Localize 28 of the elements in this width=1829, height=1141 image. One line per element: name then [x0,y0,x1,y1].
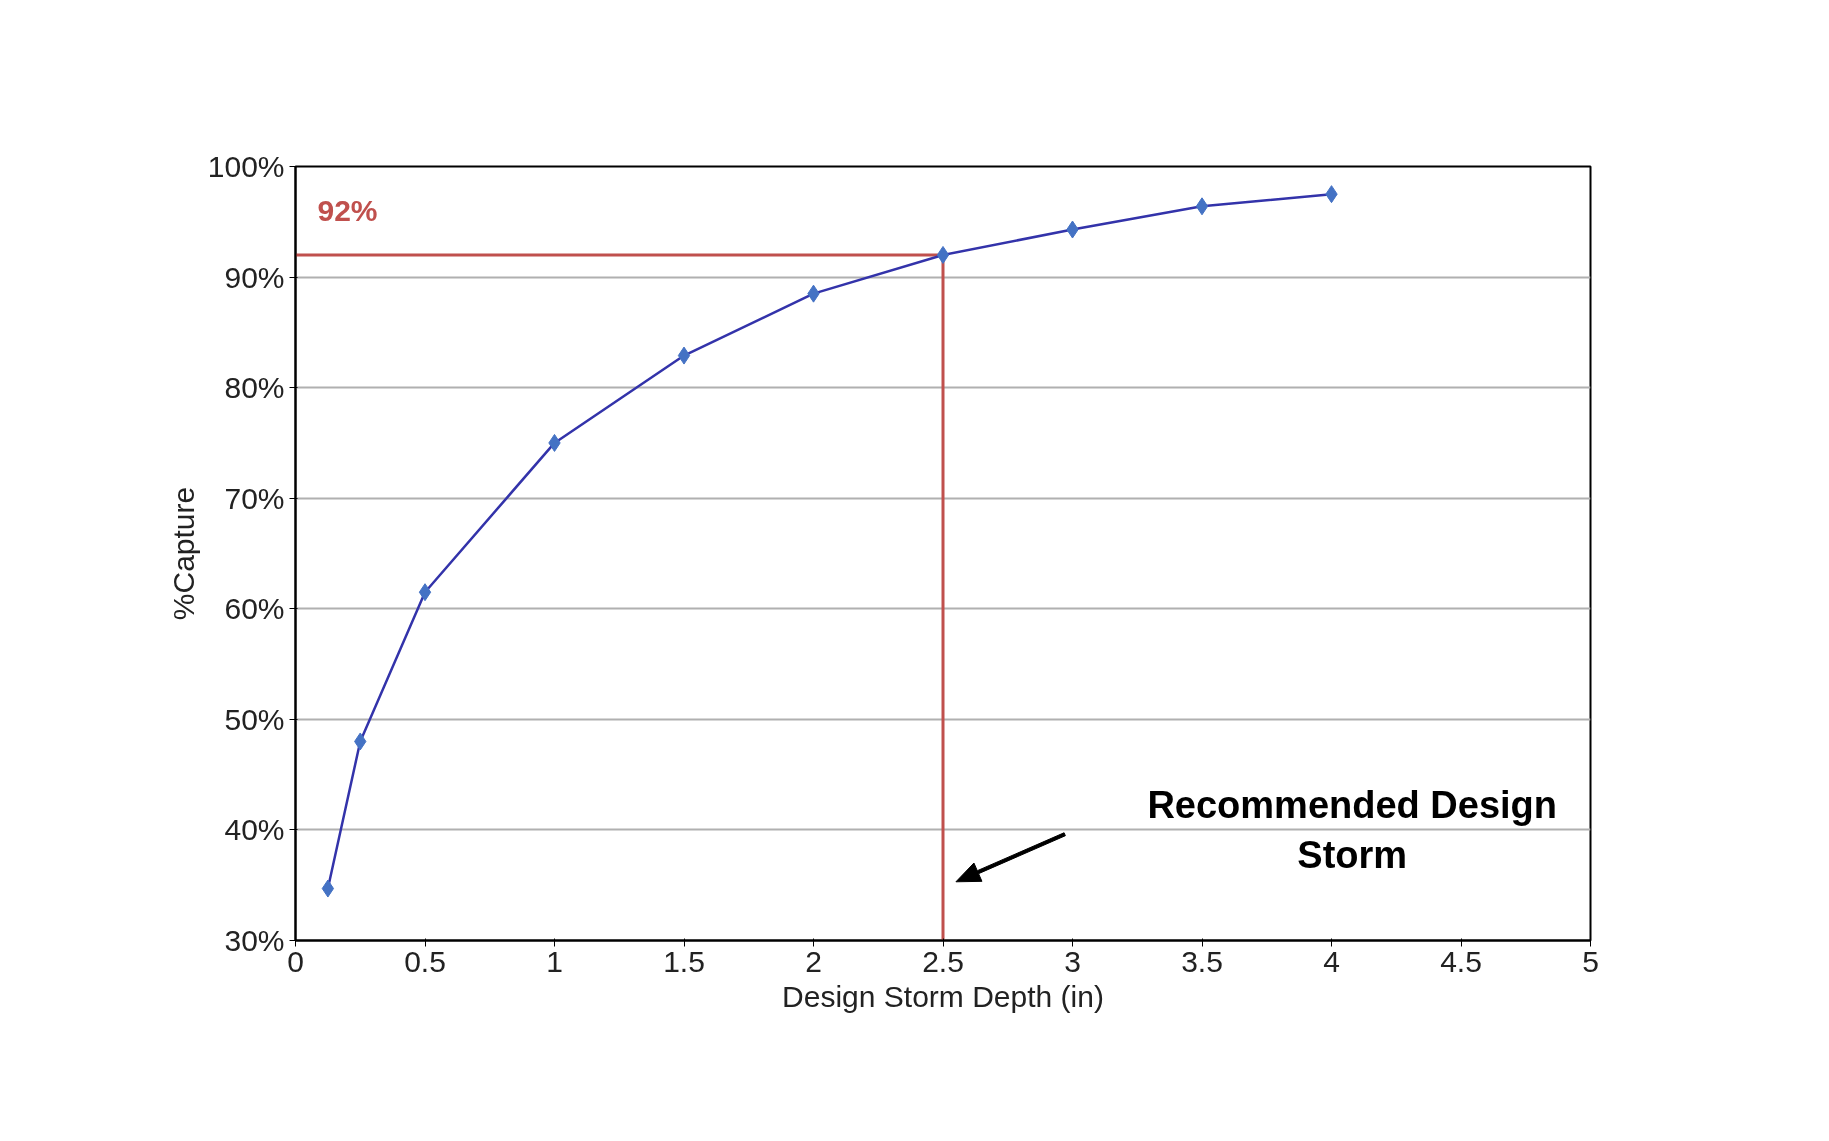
x-tick-label: 4.5 [1440,944,1482,978]
x-axis-title: Design Storm Depth (in) [782,979,1104,1013]
x-tick-label: 0.5 [404,944,446,978]
ref-line-label: 92% [317,193,378,227]
x-tick-label: 3 [1064,944,1081,978]
y-tick-label: 40% [224,813,285,847]
point [321,879,335,898]
x-tick-label: 1.5 [663,944,705,978]
y-tick-label: 70% [224,481,285,515]
y-tick-label: 30% [224,924,285,957]
x-tick-label: 0 [287,944,304,978]
x-tick-label: 4 [1323,944,1340,978]
x-tick-label: 2.5 [922,944,964,978]
point [936,245,950,264]
y-tick-label: 100% [207,150,285,183]
y-tick-label: 90% [224,260,285,294]
x-tick-label: 1 [546,944,563,978]
x-tick-label: 3.5 [1181,944,1223,978]
y-tick-label: 60% [224,592,285,626]
y-tick-label: 80% [224,371,285,405]
point [1195,197,1209,216]
point [418,583,432,602]
annotation: Recommended Design Storm [1147,783,1558,877]
y-axis-title: %Capture [166,486,200,621]
x-tick-label: 2 [805,944,822,978]
x-tick-label: 5 [1582,944,1599,978]
y-tick-label: 50% [224,702,285,736]
point [677,346,691,365]
